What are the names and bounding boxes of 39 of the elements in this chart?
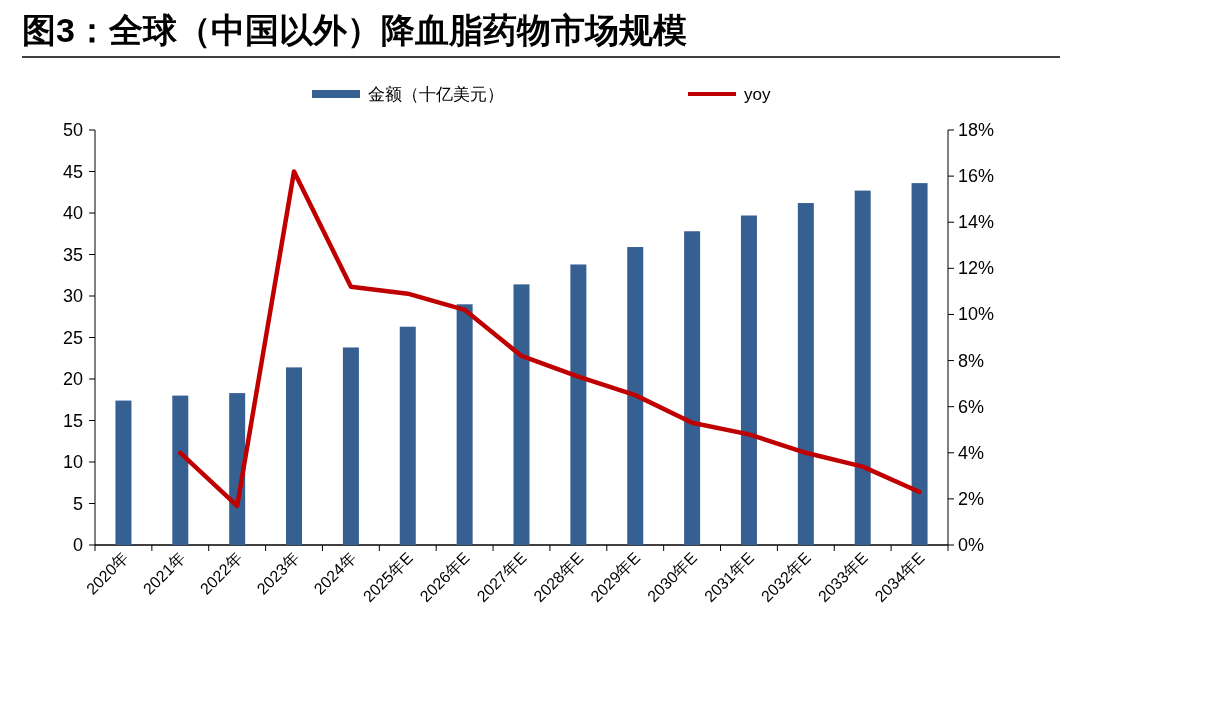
y-tick-label: 40 — [62, 203, 83, 223]
bar — [399, 326, 416, 545]
bar — [456, 304, 473, 545]
y-tick-label: 5 — [72, 493, 83, 514]
line-series — [178, 169, 922, 509]
y-tick-label: 45 — [62, 161, 83, 182]
y2-tick-label: 2% — [958, 488, 985, 509]
chart-title: 图3：全球（中国以外）降血脂药物市场规模 — [22, 11, 687, 49]
y2-tick-label: 14% — [958, 212, 995, 233]
legend-label: yoy — [744, 85, 771, 104]
bar — [911, 183, 928, 545]
bar — [342, 347, 359, 545]
y2-tick-label: 8% — [958, 350, 985, 371]
y2-tick-label: 4% — [958, 442, 985, 463]
bar — [627, 247, 644, 545]
y-tick-label: 25 — [62, 327, 83, 348]
y-tick-label: 50 — [62, 120, 83, 140]
y2-tick-label: 10% — [958, 304, 995, 325]
y2-tick-label: 16% — [958, 166, 995, 187]
bar — [286, 367, 303, 545]
bar — [570, 264, 587, 545]
bar — [854, 190, 871, 545]
y2-tick-label: 12% — [958, 258, 995, 279]
bar — [172, 395, 189, 545]
bar — [115, 400, 132, 545]
legend-label: 金额（十亿美元） — [368, 85, 504, 104]
y2-tick-label: 0% — [958, 535, 985, 555]
bar — [513, 284, 530, 545]
y-tick-label: 35 — [62, 244, 83, 265]
y2-tick-label: 18% — [958, 120, 995, 140]
bar — [740, 215, 757, 545]
bar — [684, 231, 701, 545]
y2-tick-label: 6% — [958, 396, 985, 417]
y-tick-label: 0 — [72, 535, 83, 555]
y-tick-label: 10 — [62, 452, 83, 472]
y-tick-label: 20 — [62, 369, 83, 389]
y-tick-label: 30 — [62, 286, 83, 306]
bar — [797, 203, 814, 545]
y-tick-label: 15 — [62, 410, 83, 431]
